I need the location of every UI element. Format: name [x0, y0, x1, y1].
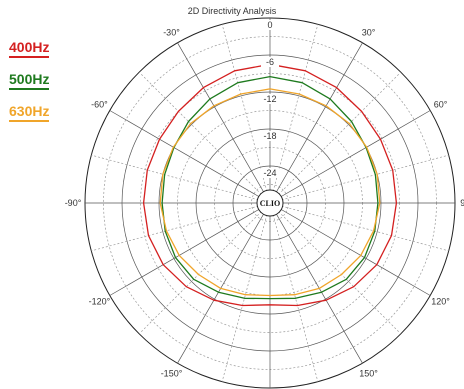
grid-spoke [269, 202, 431, 296]
grid-spoke [221, 24, 271, 204]
grid-spoke [138, 71, 271, 204]
grid-spoke [91, 154, 271, 204]
angle-tick-label: -90° [65, 198, 82, 208]
grid-spoke [109, 110, 271, 204]
grid-spoke [269, 42, 363, 204]
grid-spoke [177, 42, 271, 204]
legend-item-500hz: 500Hz [9, 72, 50, 90]
series-line-500hz [161, 75, 379, 300]
grid-spoke [269, 202, 402, 335]
series-line-630hz [159, 88, 381, 297]
radial-tick-label: -6 [266, 57, 274, 67]
angle-tick-label: -150° [161, 369, 183, 379]
radial-tick-bg [261, 20, 279, 30]
radial-tick-bg [261, 131, 279, 141]
angle-tick-label: 120° [431, 297, 450, 307]
radial-tick-bg [261, 94, 279, 104]
center-circle [256, 189, 284, 217]
series-layer [142, 63, 398, 307]
grid-spoke [109, 202, 271, 296]
grid-spoke [177, 202, 271, 364]
angle-tick-label: 30° [362, 27, 376, 37]
angle-tick-label: -30° [163, 27, 180, 37]
series-line-400hz [142, 63, 398, 307]
grid-spoke [269, 110, 431, 204]
legend-item-630hz: 630Hz [9, 104, 50, 122]
grid-spoke [269, 202, 319, 382]
grid-spoke [138, 202, 271, 335]
grid-spoke [91, 202, 271, 252]
grid-spoke [269, 202, 449, 252]
grid-spoke [269, 202, 363, 364]
angle-tick-label: 150° [359, 369, 378, 379]
angle-tick-label: -60° [91, 100, 108, 110]
angle-tick-label: 90° [460, 198, 464, 208]
center-label: CLIO [260, 199, 280, 208]
radial-tick-label: -24 [263, 168, 276, 178]
radial-tick-bg [261, 168, 279, 178]
radial-tick-label: -18 [263, 131, 276, 141]
legend-item-400hz: 400Hz [9, 40, 50, 58]
grid-spoke [269, 154, 449, 204]
radial-tick-bg [261, 57, 279, 67]
center-label-group: CLIO [256, 189, 284, 217]
radial-tick-label: -12 [263, 94, 276, 104]
radial-tick-label: 0 [267, 20, 272, 30]
angle-tick-label: 60° [434, 100, 448, 110]
grid-spoke [269, 71, 402, 204]
angle-tick-label: -120° [89, 297, 111, 307]
axis-labels: -30°30°-60°60°-90°90°-120°120°-150°150°1… [65, 20, 464, 379]
chart-title: 2D Directivity Analysis [187, 6, 277, 16]
grid-spoke [269, 24, 319, 204]
grid-spoke [221, 202, 271, 382]
